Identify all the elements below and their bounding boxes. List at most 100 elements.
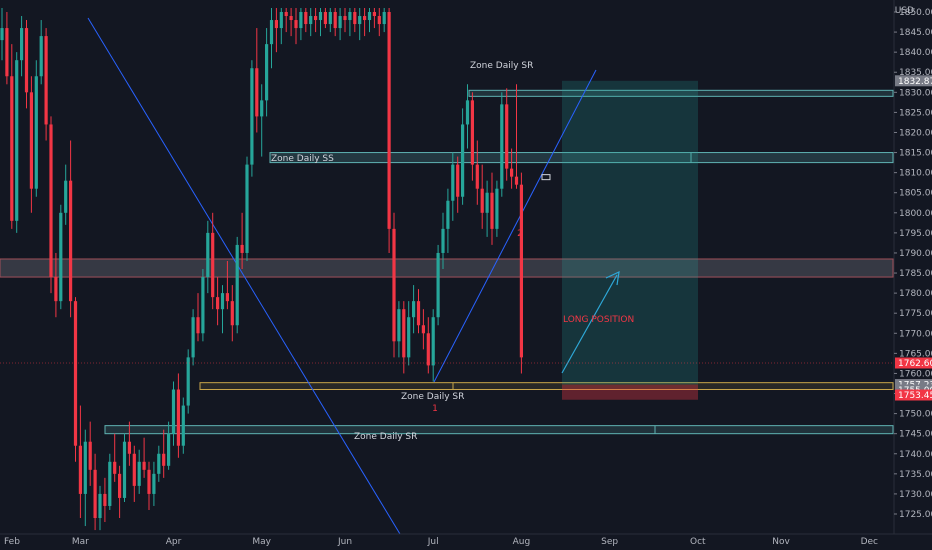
candle-body[interactable] (10, 76, 14, 221)
candle-body[interactable] (470, 100, 474, 165)
candle-body[interactable] (39, 36, 43, 77)
zone-box[interactable] (199, 382, 894, 391)
candle-body[interactable] (510, 168, 514, 177)
candle-body[interactable] (289, 16, 293, 21)
trendline-ascending[interactable] (433, 69, 597, 383)
candle-body[interactable] (265, 44, 269, 101)
candle-body[interactable] (260, 100, 264, 117)
candle-body[interactable] (24, 28, 29, 93)
candle-body[interactable] (132, 453, 136, 486)
candle-body[interactable] (367, 12, 372, 21)
candle-body[interactable] (20, 28, 24, 61)
candle-body[interactable] (186, 357, 190, 406)
candle-body[interactable] (98, 493, 102, 519)
candle-body[interactable] (377, 16, 381, 25)
candle-body[interactable] (451, 164, 455, 201)
candle-body[interactable] (69, 180, 73, 302)
trendline-descending[interactable] (87, 17, 401, 535)
candle-body[interactable] (358, 16, 362, 25)
candle-body[interactable] (309, 16, 313, 25)
candle-body[interactable] (318, 12, 323, 21)
candle-body[interactable] (73, 301, 78, 446)
candle-body[interactable] (456, 164, 460, 197)
zone-box[interactable] (269, 152, 894, 164)
candle-body[interactable] (392, 228, 396, 342)
candle-body[interactable] (343, 16, 347, 21)
candle-body[interactable] (127, 441, 131, 454)
candle-body[interactable] (245, 164, 249, 253)
candle-body[interactable] (88, 441, 92, 470)
zone-box[interactable] (104, 425, 894, 435)
candle-body[interactable] (436, 252, 440, 318)
candle-body[interactable] (49, 124, 53, 278)
candle-body[interactable] (382, 12, 386, 25)
candle-body[interactable] (363, 16, 367, 21)
candle-body[interactable] (103, 493, 107, 506)
candle-body[interactable] (54, 277, 58, 302)
candle-body[interactable] (201, 277, 205, 334)
candle-body[interactable] (171, 389, 176, 434)
candle-body[interactable] (225, 293, 229, 302)
candle-body[interactable] (59, 212, 63, 302)
zone-box[interactable] (468, 89, 894, 97)
candle-body[interactable] (152, 473, 156, 494)
candle-body[interactable] (314, 16, 318, 21)
y-axis[interactable]: 1725.00 1730.00 1735.00 1740.00 1745.00 1750.… (893, 0, 932, 534)
candle-body[interactable] (176, 389, 180, 446)
candle-body[interactable] (338, 16, 342, 29)
zone-box[interactable] (0, 258, 894, 278)
candle-body[interactable] (220, 293, 225, 310)
candle-body[interactable] (304, 12, 308, 25)
candle-body[interactable] (279, 12, 283, 29)
candle-body[interactable] (465, 100, 470, 125)
candle-body[interactable] (333, 12, 337, 29)
candle-body[interactable] (230, 301, 234, 326)
candle-body[interactable] (78, 445, 82, 494)
candle-body[interactable] (485, 192, 489, 213)
candle-body[interactable] (431, 317, 435, 366)
candle-body[interactable] (446, 200, 450, 229)
candle-body[interactable] (240, 244, 244, 253)
candle-body[interactable] (167, 433, 171, 466)
candle-body[interactable] (490, 192, 494, 229)
candle-body[interactable] (294, 20, 298, 29)
candle-body[interactable] (142, 461, 146, 470)
candle-body[interactable] (5, 28, 9, 77)
candle-body[interactable] (387, 12, 391, 229)
candle-body[interactable] (44, 36, 48, 125)
candle-body[interactable] (416, 301, 421, 326)
candle-body[interactable] (348, 12, 352, 21)
candle-body[interactable] (64, 180, 68, 213)
candle-body[interactable] (157, 453, 161, 474)
candle-body[interactable] (426, 333, 430, 366)
candle-body[interactable] (191, 317, 195, 358)
long-target-area[interactable] (562, 80, 698, 385)
candle-body[interactable] (196, 317, 200, 334)
candle-body[interactable] (34, 76, 38, 189)
candle-body[interactable] (353, 12, 357, 25)
candle-body[interactable] (206, 232, 210, 278)
candle-body[interactable] (505, 104, 509, 169)
candle-body[interactable] (495, 188, 499, 229)
candle-body[interactable] (137, 461, 141, 486)
candle-body[interactable] (15, 60, 19, 221)
candle-body[interactable] (412, 301, 416, 318)
candle-body[interactable] (269, 20, 274, 45)
candle-body[interactable] (122, 441, 127, 498)
candle-body[interactable] (93, 469, 97, 519)
candle-body[interactable] (421, 325, 425, 334)
candle-body[interactable] (216, 297, 220, 310)
x-axis[interactable]: Feb Mar Apr May Jun Jul Aug Sep Oct Nov Dec (0, 533, 932, 547)
candle-body[interactable] (475, 164, 479, 189)
candle-body[interactable] (480, 188, 484, 213)
candle-body[interactable] (299, 12, 303, 29)
candle-body[interactable] (29, 92, 33, 189)
candle-body[interactable] (397, 309, 401, 342)
candle-body[interactable] (147, 469, 151, 494)
candle-body[interactable] (407, 317, 411, 358)
candle-body[interactable] (235, 244, 239, 326)
candle-body[interactable] (372, 12, 376, 17)
candle-body[interactable] (255, 68, 259, 117)
candle-body[interactable] (108, 461, 112, 506)
